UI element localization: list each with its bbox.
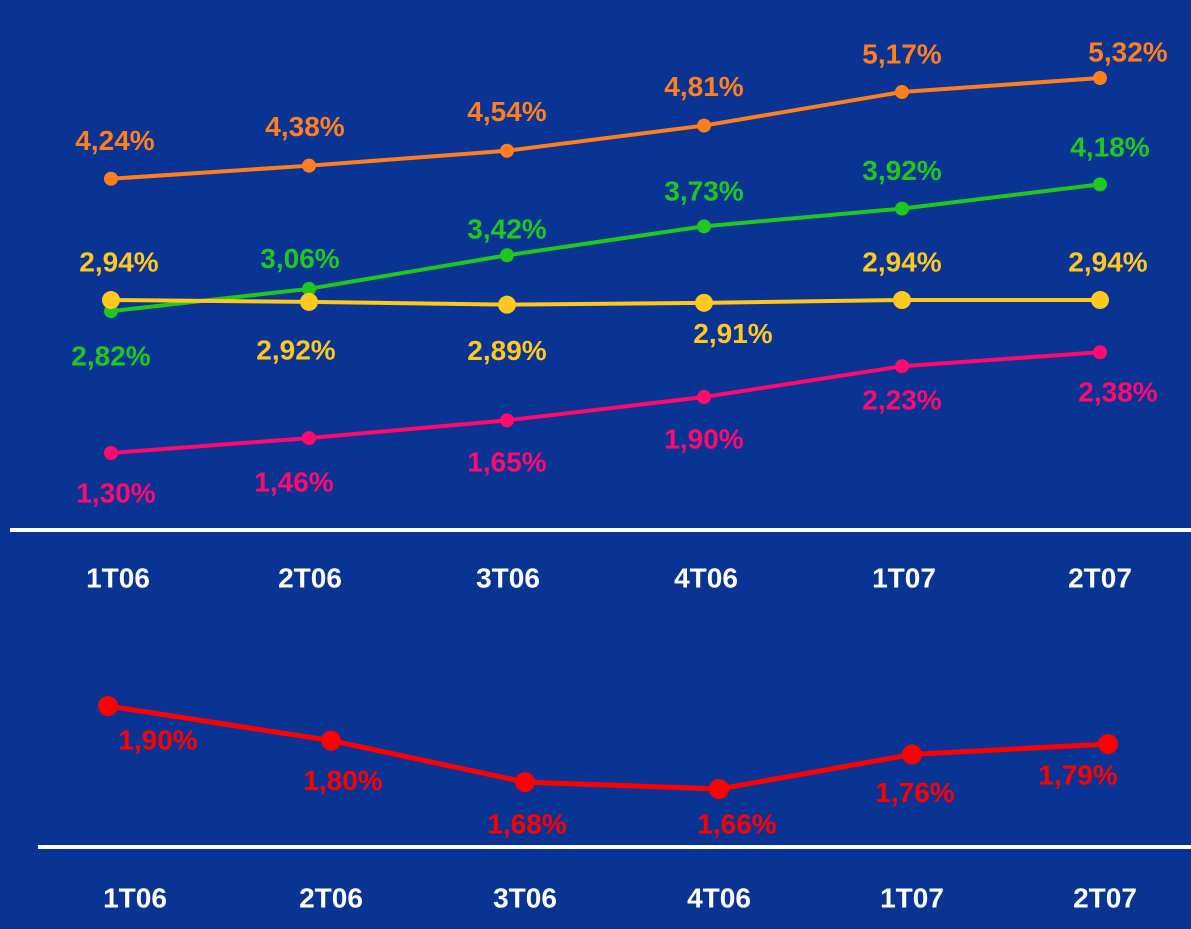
x-tick-label: 2T06 — [299, 882, 363, 913]
data-label: 1,79% — [1038, 759, 1117, 790]
data-label: 1,90% — [118, 724, 197, 755]
point — [104, 446, 118, 460]
data-label: 1,66% — [697, 808, 776, 839]
data-label: 3,06% — [260, 243, 339, 274]
line — [110, 182, 1101, 314]
point — [500, 248, 514, 263]
data-label: 2,23% — [862, 385, 941, 416]
point — [500, 143, 514, 158]
point — [98, 696, 118, 716]
x-tick-label: 3T06 — [493, 882, 557, 913]
data-label: 2,94% — [862, 246, 941, 277]
x-tick-label: 1T07 — [880, 882, 944, 913]
line — [110, 76, 1101, 181]
data-label: 2,89% — [467, 335, 546, 366]
x-tick-label: 1T06 — [103, 882, 167, 913]
data-label: 1,90% — [664, 423, 743, 454]
data-label: 1,68% — [487, 808, 566, 839]
data-label: 2,92% — [256, 334, 335, 365]
point — [902, 744, 922, 765]
point — [302, 431, 316, 446]
x-tick-label: 2T07 — [1073, 882, 1137, 913]
point — [1093, 71, 1107, 85]
point — [1093, 177, 1107, 192]
point — [302, 281, 316, 296]
point — [895, 359, 909, 374]
data-label: 4,81% — [664, 71, 743, 102]
data-label: 5,32% — [1088, 36, 1167, 67]
line — [110, 298, 1100, 307]
data-label: 4,54% — [467, 96, 546, 127]
x-tick-label: 2T06 — [278, 562, 342, 593]
data-label: 2,38% — [1078, 377, 1157, 408]
data-label: 1,76% — [875, 777, 954, 808]
point — [104, 171, 118, 186]
data-label: 5,17% — [862, 38, 941, 69]
data-label: 4,38% — [265, 111, 344, 142]
point — [895, 201, 909, 216]
data-label: 2,91% — [693, 318, 772, 349]
point — [102, 291, 120, 310]
line — [107, 703, 1109, 792]
point — [893, 291, 911, 310]
point — [709, 779, 729, 799]
point — [697, 118, 711, 133]
data-label: 1,30% — [76, 477, 155, 508]
line — [110, 350, 1101, 455]
x-tick-label: 4T06 — [674, 562, 738, 593]
data-label: 2,94% — [1068, 246, 1147, 277]
data-label: 1,65% — [467, 447, 546, 478]
point — [300, 292, 318, 311]
point — [895, 84, 909, 99]
x-tick-label: 3T06 — [476, 562, 540, 593]
data-label: 1,46% — [254, 466, 333, 497]
data-label: 2,94% — [79, 246, 158, 277]
point — [697, 219, 711, 234]
x-tick-label: 1T06 — [86, 562, 150, 593]
point — [1098, 734, 1118, 755]
data-label: 2,82% — [71, 341, 150, 372]
x-tick-label: 4T06 — [687, 882, 751, 913]
point — [697, 390, 711, 405]
data-label: 1,80% — [303, 765, 382, 796]
data-label: 3,42% — [467, 214, 546, 245]
point — [695, 293, 713, 312]
data-label: 4,24% — [75, 125, 154, 156]
x-tick-label: 2T07 — [1068, 562, 1132, 593]
x-tick-label: 1T07 — [872, 562, 936, 593]
data-label: 4,18% — [1070, 132, 1149, 163]
point — [1093, 345, 1107, 360]
point — [321, 730, 341, 751]
point — [302, 158, 316, 173]
point — [500, 413, 514, 428]
data-label: 3,92% — [862, 155, 941, 186]
point — [1091, 291, 1109, 310]
point — [515, 772, 535, 793]
data-label: 3,73% — [664, 176, 743, 207]
point — [498, 295, 516, 314]
